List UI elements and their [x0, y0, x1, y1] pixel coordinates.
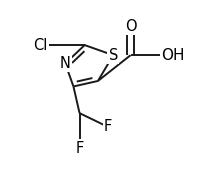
Text: S: S [109, 48, 118, 63]
Text: OH: OH [161, 48, 185, 63]
Text: N: N [60, 56, 71, 71]
Text: Cl: Cl [34, 38, 48, 53]
Text: O: O [125, 19, 136, 34]
Text: F: F [75, 141, 84, 156]
Text: F: F [104, 119, 112, 135]
